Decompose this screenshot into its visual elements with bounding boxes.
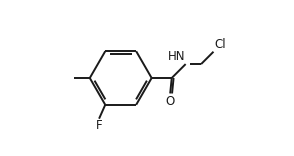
Text: HN: HN bbox=[167, 50, 185, 63]
Text: Cl: Cl bbox=[214, 38, 226, 51]
Text: O: O bbox=[166, 95, 175, 108]
Text: F: F bbox=[96, 119, 102, 132]
